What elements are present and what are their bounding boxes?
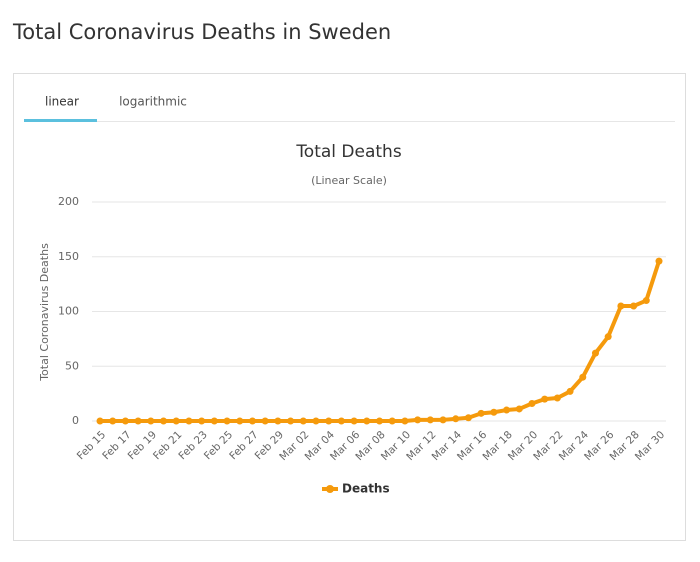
point <box>503 406 511 414</box>
point <box>172 417 180 425</box>
tab[interactable]: linear <box>45 95 79 109</box>
point <box>134 417 142 425</box>
point <box>426 416 434 424</box>
point <box>591 349 599 357</box>
chart-title: Total Deaths <box>295 142 402 162</box>
point <box>376 417 383 425</box>
point <box>248 417 256 425</box>
point <box>566 387 574 395</box>
point <box>160 417 168 425</box>
point <box>642 297 650 305</box>
point <box>604 333 612 341</box>
point <box>528 399 536 407</box>
point <box>630 302 638 310</box>
legend-symbol <box>326 485 334 493</box>
point <box>464 414 472 422</box>
point <box>299 417 307 425</box>
point <box>553 394 561 402</box>
legend-label: Deaths <box>342 482 390 496</box>
point <box>121 417 129 425</box>
point <box>388 417 396 425</box>
point <box>541 395 549 403</box>
page-title: Total Coronavirus Deaths in Sweden <box>12 20 391 44</box>
y-tick-label: 50 <box>65 359 79 372</box>
point <box>579 373 587 381</box>
y-tick-label: 200 <box>58 195 79 208</box>
point <box>439 416 447 424</box>
tab-underline <box>24 119 97 122</box>
point <box>401 417 409 425</box>
point <box>96 417 104 425</box>
point <box>414 416 422 424</box>
y-axis-label: Total Coronavirus Deaths <box>38 243 51 382</box>
y-tick-label: 150 <box>58 250 79 263</box>
tab[interactable]: logarithmic <box>119 95 187 109</box>
y-tick-label: 100 <box>58 305 79 318</box>
point <box>261 417 269 425</box>
point <box>147 417 155 425</box>
point <box>274 417 282 425</box>
point <box>363 417 371 425</box>
point <box>515 405 523 413</box>
point <box>223 417 231 425</box>
point <box>490 408 498 416</box>
point <box>350 417 358 425</box>
point <box>325 417 333 425</box>
point <box>452 415 460 423</box>
point <box>198 417 206 425</box>
point <box>109 417 117 425</box>
point <box>337 417 345 425</box>
y-tick-label: 0 <box>72 414 79 427</box>
point <box>617 302 625 310</box>
point <box>210 417 218 425</box>
point <box>312 417 320 425</box>
point <box>236 417 244 425</box>
point <box>287 417 295 425</box>
point <box>655 257 663 265</box>
panel <box>13 73 686 541</box>
chart-subtitle: (Linear Scale) <box>311 174 387 187</box>
point <box>185 417 193 425</box>
point <box>477 409 485 417</box>
